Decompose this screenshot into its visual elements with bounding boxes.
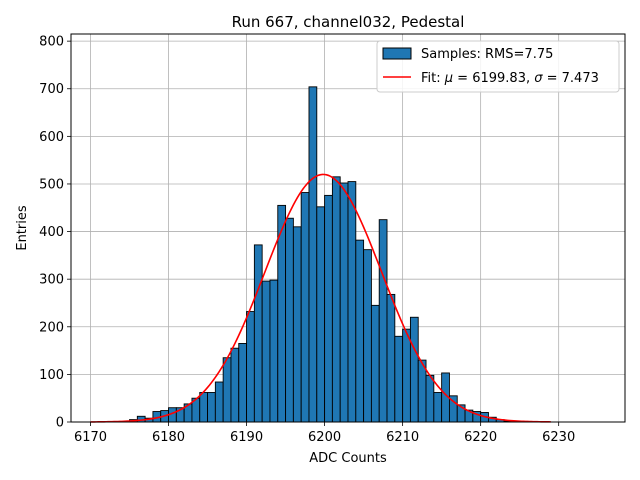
histogram-bar [394, 335, 404, 423]
x-tick-label: 6200 [308, 430, 341, 445]
y-tick-label: 700 [39, 82, 64, 97]
gaussian-fit-curve [90, 173, 551, 423]
histogram-bar [386, 293, 396, 423]
plot-frame [70, 33, 626, 423]
legend-fit-sigma-symbol: σ [534, 71, 543, 86]
histogram-bar [363, 249, 372, 423]
legend-fit-prefix: Fit: [421, 71, 445, 86]
histogram-bar [347, 181, 357, 423]
legend-fit-mu-symbol: μ [444, 71, 453, 86]
y-tick-label: 0 [56, 416, 64, 431]
histogram-bar [269, 279, 279, 423]
histogram-bar [199, 392, 208, 423]
histogram-bar [425, 374, 435, 423]
y-tick-label: 100 [39, 368, 64, 383]
histogram-bar [331, 176, 341, 423]
histogram-bar [300, 192, 310, 423]
x-tick-label: 6190 [230, 430, 263, 445]
histogram-bar [222, 357, 232, 423]
legend-fit-label: Fit: μ = 6199.83, σ = 7.473 [421, 71, 599, 86]
histogram-bar [324, 194, 333, 423]
x-tick-label: 6170 [74, 430, 107, 445]
y-tick-label: 300 [39, 273, 64, 288]
histogram-bar [285, 217, 294, 423]
histogram-bar [378, 219, 388, 423]
histogram-bar [214, 381, 224, 423]
legend: Samples: RMS=7.75 Fit: μ = 6199.83, σ = … [376, 40, 620, 93]
legend-samples-swatch [382, 47, 412, 60]
histogram-bar [253, 244, 263, 423]
histogram-bar [339, 182, 349, 423]
histogram-bar [261, 280, 271, 423]
histogram-bar [230, 347, 240, 423]
histogram-bar [246, 311, 255, 423]
x-tick-label: 6230 [542, 430, 575, 445]
histogram-bar [238, 342, 248, 423]
histogram-bar [308, 86, 318, 423]
x-tick-label: 6220 [464, 430, 497, 445]
y-axis-title: Entries [15, 205, 30, 251]
x-axis-ticks: 6170 6180 6190 6200 6210 6220 6230 [74, 422, 575, 445]
histogram-bar [316, 206, 326, 423]
y-tick-label: 800 [39, 35, 64, 50]
y-axis-ticks: 0 100 200 300 400 500 600 700 800 [39, 35, 71, 431]
chart-title: Run 667, channel032, Pedestal [232, 13, 465, 31]
y-tick-label: 200 [39, 320, 64, 335]
histogram-bar [355, 239, 365, 423]
legend-samples-label: Samples: RMS=7.75 [421, 47, 553, 62]
y-tick-label: 600 [39, 130, 64, 145]
histogram-bar [433, 392, 443, 423]
histogram-bar [402, 328, 411, 423]
x-tick-label: 6210 [386, 430, 419, 445]
y-tick-label: 400 [39, 225, 64, 240]
x-axis-title: ADC Counts [309, 451, 387, 466]
histogram-bar [207, 392, 216, 423]
histogram-bar [292, 226, 302, 423]
x-tick-label: 6180 [152, 430, 185, 445]
histogram-bar [417, 359, 427, 423]
legend-fit-mu-value: = 6199.83, [453, 71, 534, 86]
histogram-bar [409, 316, 419, 423]
histogram-bars [129, 86, 528, 423]
legend-box [376, 40, 620, 93]
y-tick-label: 500 [39, 177, 64, 192]
histogram-bar [370, 304, 380, 423]
legend-fit-sigma-value: = 7.473 [542, 71, 598, 86]
